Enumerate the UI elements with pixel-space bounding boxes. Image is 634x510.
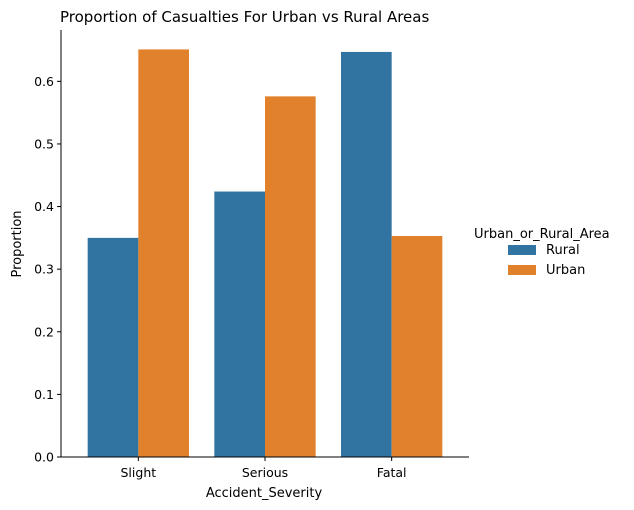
- bar-urban-serious: [265, 96, 316, 457]
- x-ticks: Slight Serious Fatal: [121, 457, 407, 480]
- bar-rural-fatal: [341, 51, 392, 458]
- y-tick-label: 0.3: [34, 262, 54, 277]
- x-tick-label: Serious: [242, 465, 288, 480]
- legend-label-urban: Urban: [546, 263, 585, 278]
- x-tick-label: Fatal: [377, 465, 407, 480]
- y-axis-label: Proportion: [10, 210, 25, 277]
- x-axis-label: Accident_Severity: [206, 486, 323, 501]
- y-tick-label: 0.1: [34, 387, 54, 402]
- legend: Urban_or_Rural_Area Rural Urban: [474, 227, 610, 278]
- bar-rural-serious: [214, 191, 265, 457]
- y-tick-label: 0.0: [34, 450, 54, 465]
- bar-urban-fatal: [391, 235, 443, 457]
- y-tick-label: 0.6: [34, 74, 54, 89]
- bars-group: [87, 49, 443, 458]
- x-tick-label: Slight: [121, 465, 157, 480]
- legend-swatch-urban: [508, 265, 536, 275]
- y-tick-label: 0.4: [34, 199, 54, 214]
- bar-rural-slight: [87, 237, 139, 457]
- y-tick-label: 0.2: [34, 324, 54, 339]
- legend-swatch-rural: [508, 245, 536, 255]
- legend-label-rural: Rural: [546, 243, 580, 258]
- bar-urban-slight: [138, 49, 189, 458]
- y-ticks: 0.0 0.1 0.2 0.3 0.4 0.5 0.6: [34, 74, 61, 465]
- legend-title: Urban_or_Rural_Area: [474, 227, 610, 242]
- chart-title: Proportion of Casualties For Urban vs Ru…: [60, 8, 429, 26]
- y-tick-label: 0.5: [34, 136, 54, 151]
